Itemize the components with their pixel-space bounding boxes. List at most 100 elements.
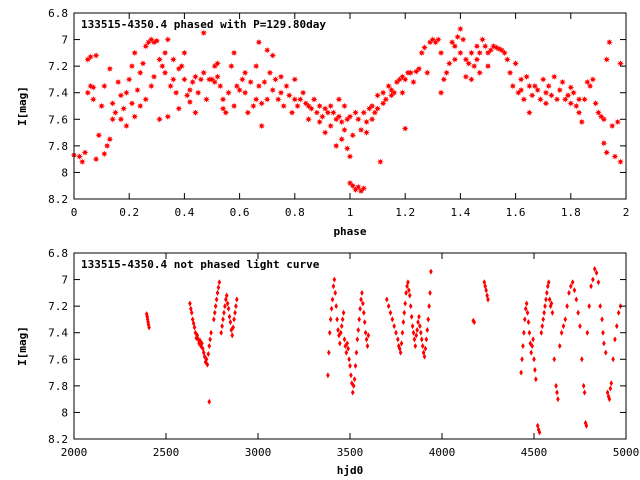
- data-point: [557, 343, 562, 349]
- data-point: [220, 323, 224, 330]
- data-point: [401, 319, 406, 326]
- data-point: [545, 289, 549, 296]
- data-point: [274, 95, 282, 103]
- data-point: [146, 321, 151, 328]
- data-point: [106, 65, 114, 73]
- data-point: [414, 332, 419, 339]
- data-point: [123, 122, 130, 130]
- data-point: [203, 95, 210, 103]
- data-point: [374, 91, 381, 99]
- data-point: [139, 60, 147, 67]
- data-point: [327, 102, 335, 110]
- data-point: [501, 49, 508, 57]
- data-point: [547, 296, 552, 303]
- data-point: [337, 332, 341, 339]
- data-point: [440, 76, 448, 83]
- data-point: [519, 369, 523, 376]
- data-point: [462, 73, 470, 81]
- data-point: [454, 33, 462, 41]
- data-point: [263, 95, 271, 103]
- data-point: [576, 309, 580, 316]
- data-point: [206, 350, 211, 357]
- data-point: [517, 86, 525, 94]
- data-point: [338, 135, 346, 143]
- data-point: [341, 126, 348, 134]
- data-point: [598, 303, 603, 310]
- data-point: [234, 303, 238, 310]
- x-tick-label: 3500: [337, 446, 364, 459]
- data-point: [142, 95, 150, 103]
- data-point: [506, 69, 514, 77]
- data-point: [366, 332, 371, 339]
- data-point: [542, 309, 546, 316]
- data-point: [272, 76, 279, 83]
- x-axis-label: phase: [333, 225, 366, 238]
- data-point: [385, 296, 389, 303]
- data-point: [106, 135, 114, 143]
- data-point: [526, 109, 533, 117]
- data-point: [486, 296, 490, 303]
- data-point: [219, 329, 223, 336]
- data-point: [418, 49, 426, 57]
- data-point: [485, 292, 489, 299]
- data-point: [192, 109, 199, 117]
- data-point: [376, 158, 384, 166]
- data-point: [390, 89, 398, 97]
- data-point: [216, 82, 224, 90]
- data-point: [186, 86, 194, 94]
- data-point: [428, 289, 432, 296]
- data-point: [194, 335, 199, 342]
- data-point: [144, 311, 149, 318]
- data-point: [532, 356, 536, 363]
- data-point: [338, 118, 346, 126]
- data-point: [563, 316, 568, 323]
- data-point: [586, 82, 594, 90]
- data-point: [533, 366, 537, 373]
- data-point: [517, 76, 525, 83]
- data-point: [542, 89, 550, 97]
- data-points: [144, 265, 623, 436]
- data-point: [403, 300, 407, 307]
- data-point: [534, 86, 542, 94]
- data-point: [202, 353, 207, 360]
- data-point: [407, 69, 415, 77]
- data-point: [479, 36, 486, 43]
- data-point: [420, 343, 425, 349]
- data-point: [230, 49, 238, 57]
- data-point: [343, 343, 348, 349]
- x-axis-label: hjd0: [337, 464, 364, 477]
- data-point: [316, 102, 324, 110]
- data-point: [527, 329, 532, 336]
- data-point: [401, 76, 409, 83]
- data-point: [117, 91, 125, 99]
- data-point: [238, 76, 246, 83]
- data-point: [578, 323, 582, 330]
- data-point: [197, 340, 201, 347]
- data-point: [227, 313, 232, 320]
- data-point: [537, 95, 544, 103]
- data-point: [197, 76, 205, 83]
- data-point: [476, 49, 484, 57]
- data-point: [84, 89, 92, 97]
- data-point: [584, 422, 589, 429]
- data-point: [523, 73, 531, 81]
- data-point: [556, 396, 560, 403]
- data-point: [408, 303, 413, 310]
- data-point: [567, 84, 575, 91]
- data-point: [413, 343, 418, 349]
- data-point: [348, 362, 352, 369]
- data-point: [398, 349, 403, 356]
- data-point: [410, 323, 415, 330]
- data-point: [596, 279, 601, 286]
- data-point: [344, 349, 349, 356]
- data-point: [390, 316, 395, 323]
- data-point: [321, 129, 329, 136]
- data-point: [585, 329, 590, 336]
- data-point: [327, 349, 331, 356]
- data-point: [416, 319, 420, 326]
- data-point: [209, 329, 213, 336]
- data-point: [572, 287, 577, 294]
- data-point: [459, 36, 467, 43]
- data-point: [401, 125, 409, 132]
- data-point: [354, 183, 362, 191]
